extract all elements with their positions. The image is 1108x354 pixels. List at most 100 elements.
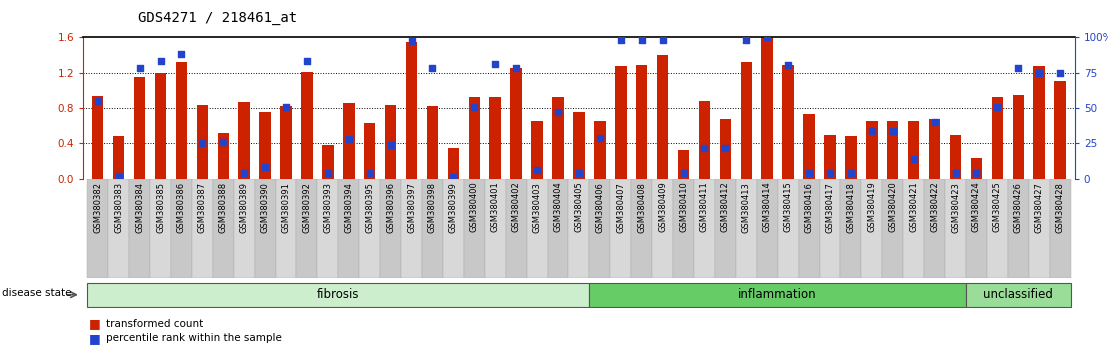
Text: GSM380391: GSM380391 — [281, 182, 290, 233]
Bar — [109, 179, 130, 278]
Text: GSM380396: GSM380396 — [387, 182, 396, 233]
Bar — [1028, 179, 1049, 278]
Bar — [113, 136, 124, 179]
Text: GDS4271 / 218461_at: GDS4271 / 218461_at — [138, 11, 298, 25]
Point — [550, 109, 567, 115]
Point — [89, 98, 106, 104]
Bar — [280, 106, 291, 179]
Text: GSM380417: GSM380417 — [825, 182, 834, 233]
Bar — [1049, 179, 1070, 278]
Text: transformed count: transformed count — [106, 319, 204, 329]
Bar — [907, 121, 920, 179]
Bar — [422, 179, 443, 278]
Text: GSM380383: GSM380383 — [114, 182, 123, 233]
Point — [696, 145, 714, 150]
Text: GSM380428: GSM380428 — [1056, 182, 1065, 233]
Bar — [552, 97, 564, 179]
Bar — [338, 179, 359, 278]
Text: ■: ■ — [89, 332, 101, 344]
Bar — [782, 65, 794, 179]
Text: GSM380416: GSM380416 — [804, 182, 813, 233]
Point — [925, 119, 943, 125]
Bar — [757, 179, 778, 278]
Bar — [924, 179, 945, 278]
Text: GSM380420: GSM380420 — [889, 182, 897, 233]
Bar — [987, 179, 1008, 278]
Bar — [176, 62, 187, 179]
Bar — [363, 123, 376, 179]
Bar — [694, 179, 715, 278]
Text: GSM380408: GSM380408 — [637, 182, 646, 233]
Point — [486, 61, 504, 67]
Point — [800, 170, 818, 176]
Point — [738, 37, 756, 43]
Point — [758, 34, 776, 40]
Text: GSM380394: GSM380394 — [345, 182, 353, 233]
Bar — [234, 179, 255, 278]
Bar — [301, 72, 312, 179]
Bar — [259, 113, 270, 179]
Point — [110, 173, 127, 179]
Point — [779, 63, 797, 68]
Point — [946, 170, 964, 176]
Bar — [322, 145, 334, 179]
Bar — [845, 136, 856, 179]
Point — [905, 156, 923, 162]
Bar — [861, 179, 882, 278]
Bar — [171, 179, 192, 278]
Bar — [929, 119, 941, 179]
Bar — [657, 55, 668, 179]
Bar — [945, 179, 966, 278]
Text: GSM380407: GSM380407 — [616, 182, 625, 233]
Bar — [526, 179, 547, 278]
Bar — [511, 68, 522, 179]
Bar — [448, 148, 459, 179]
Point — [988, 104, 1006, 109]
Point — [842, 170, 860, 176]
Bar — [359, 179, 380, 278]
Bar — [803, 114, 814, 179]
Point — [173, 51, 191, 57]
Bar — [699, 101, 710, 179]
Bar — [92, 97, 103, 179]
Bar — [636, 65, 647, 179]
Text: GSM380427: GSM380427 — [1035, 182, 1044, 233]
Point — [319, 170, 337, 176]
Text: ■: ■ — [89, 318, 101, 330]
Point — [821, 170, 839, 176]
Bar — [469, 97, 480, 179]
Point — [1051, 70, 1069, 75]
Bar — [820, 179, 841, 278]
Text: GSM380412: GSM380412 — [721, 182, 730, 233]
Text: GSM380395: GSM380395 — [366, 182, 375, 233]
Text: GSM380385: GSM380385 — [156, 182, 165, 233]
Text: GSM380425: GSM380425 — [993, 182, 1002, 233]
Bar — [343, 103, 355, 179]
Text: GSM380402: GSM380402 — [512, 182, 521, 233]
Bar — [824, 135, 835, 179]
Point — [298, 58, 316, 64]
Text: disease state: disease state — [2, 289, 72, 298]
Text: GSM380382: GSM380382 — [93, 182, 102, 233]
Bar — [134, 77, 145, 179]
Point — [215, 139, 233, 145]
Point — [152, 58, 170, 64]
Bar — [1034, 67, 1045, 179]
Bar — [505, 179, 526, 278]
Text: GSM380401: GSM380401 — [491, 182, 500, 233]
Text: GSM380418: GSM380418 — [847, 182, 855, 233]
Bar — [736, 179, 757, 278]
Point — [1030, 70, 1048, 75]
Text: GSM380392: GSM380392 — [302, 182, 311, 233]
Text: unclassified: unclassified — [983, 288, 1054, 301]
Text: GSM380386: GSM380386 — [177, 182, 186, 233]
Point — [675, 170, 692, 176]
Text: GSM380413: GSM380413 — [741, 182, 751, 233]
Text: GSM380405: GSM380405 — [574, 182, 584, 233]
Bar — [866, 121, 878, 179]
Bar — [841, 179, 861, 278]
Point — [633, 37, 650, 43]
Text: GSM380426: GSM380426 — [1014, 182, 1023, 233]
Point — [402, 39, 420, 44]
Point — [131, 65, 148, 71]
